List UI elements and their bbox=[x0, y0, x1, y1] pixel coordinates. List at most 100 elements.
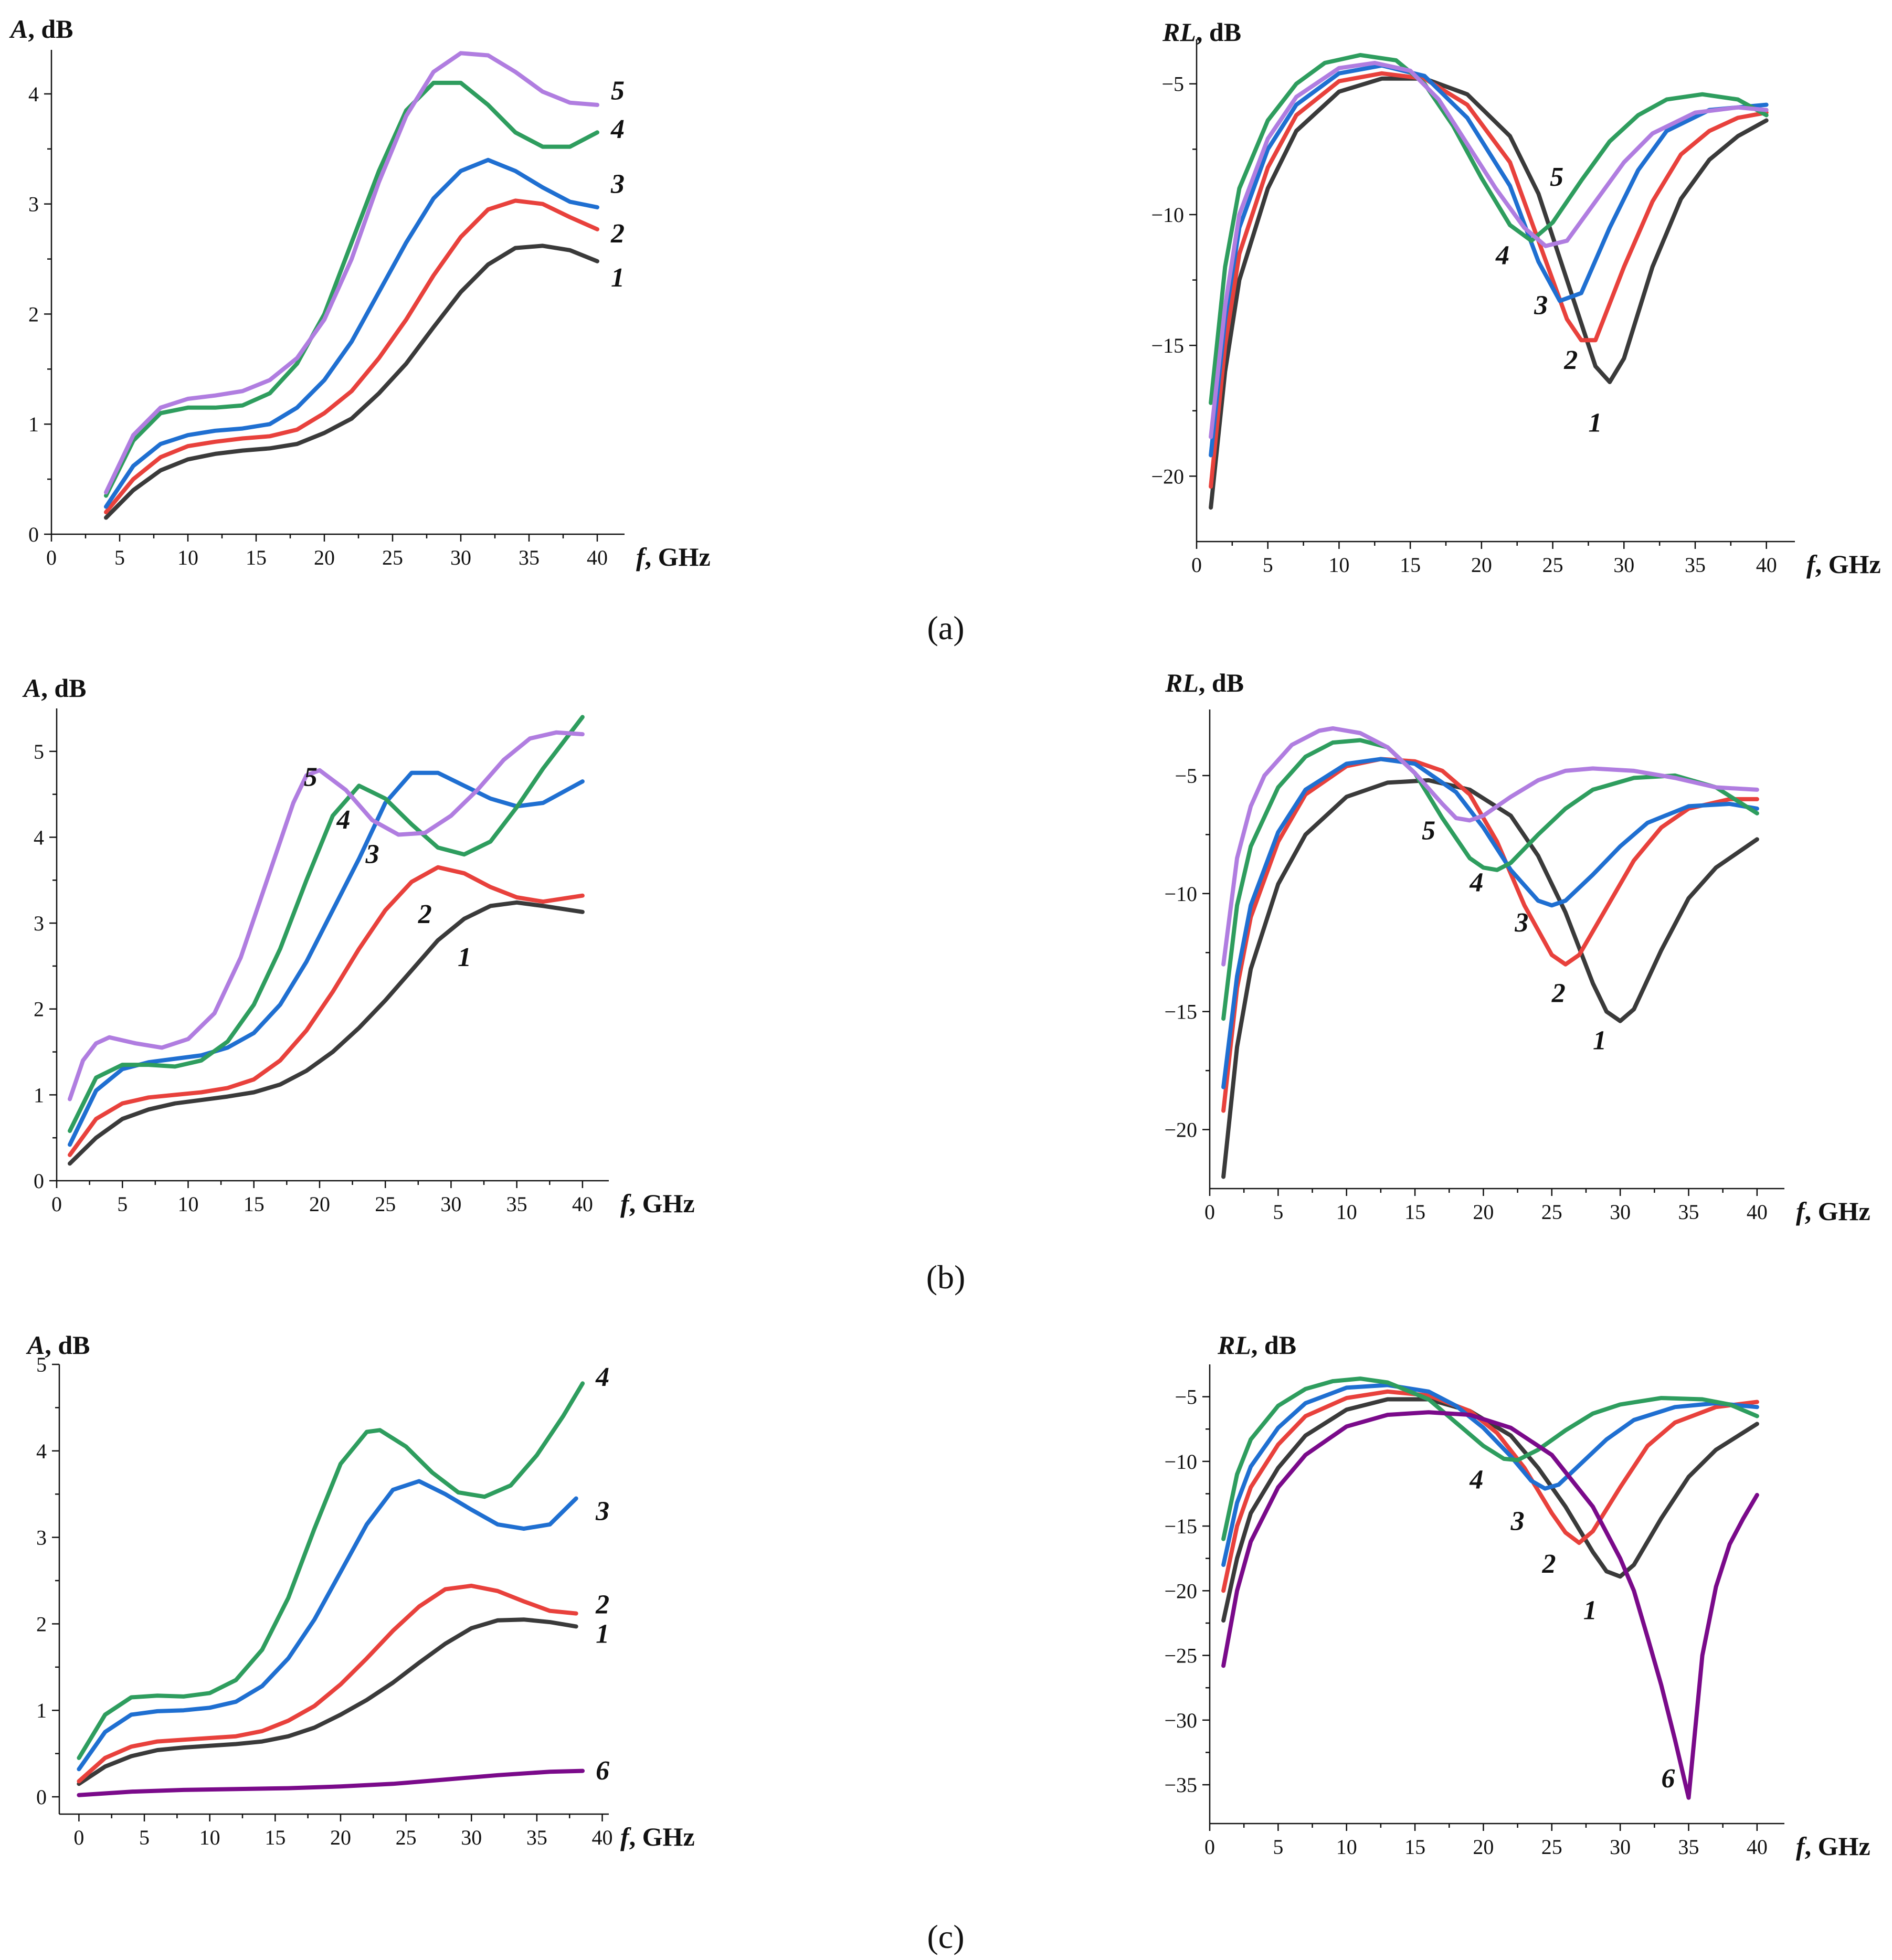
y-axis-title: A, dB bbox=[26, 1330, 90, 1360]
series-line-5 bbox=[104, 51, 599, 495]
curve-label-2: 2 bbox=[610, 219, 625, 249]
x-tick-label: 25 bbox=[1541, 1835, 1562, 1859]
series-line-1 bbox=[68, 900, 585, 1166]
series-line-2 bbox=[1221, 757, 1759, 1113]
x-tick-label: 0 bbox=[1204, 1200, 1215, 1224]
y-tick-label: −5 bbox=[1175, 764, 1197, 788]
y-tick-label: −5 bbox=[1161, 72, 1184, 96]
x-tick-label: 35 bbox=[526, 1826, 547, 1849]
curve-label-1: 1 bbox=[1593, 1026, 1606, 1056]
y-tick-label: −10 bbox=[1164, 882, 1197, 906]
series-line-6 bbox=[77, 1768, 585, 1797]
y-tick-label: 4 bbox=[28, 82, 39, 106]
curve-label-1: 1 bbox=[458, 942, 471, 972]
series-line-3 bbox=[1209, 63, 1769, 458]
x-tick-label: 15 bbox=[1404, 1200, 1425, 1224]
x-tick-label: 30 bbox=[1613, 553, 1634, 577]
curve-label-1: 1 bbox=[611, 263, 625, 293]
x-tick-label: 40 bbox=[572, 1192, 593, 1216]
x-tick-label: 30 bbox=[440, 1192, 461, 1216]
series-line-4 bbox=[77, 1381, 585, 1760]
series-line-2 bbox=[104, 198, 599, 514]
curve-label-3: 3 bbox=[1534, 290, 1548, 320]
series-line-2 bbox=[1221, 1389, 1759, 1593]
y-tick-label: −5 bbox=[1175, 1385, 1197, 1409]
y-tick-label: 4 bbox=[34, 825, 44, 849]
curve-label-3: 3 bbox=[365, 840, 379, 870]
curve-label-6: 6 bbox=[1661, 1764, 1675, 1794]
curve-label-4: 4 bbox=[610, 114, 625, 144]
x-tick-label: 30 bbox=[1610, 1200, 1631, 1224]
curve-label-2: 2 bbox=[1542, 1549, 1556, 1579]
curve-label-4: 4 bbox=[336, 805, 351, 835]
series-line-2 bbox=[1209, 71, 1769, 489]
x-tick-label: 20 bbox=[314, 546, 335, 569]
series-line-4 bbox=[1221, 738, 1759, 1021]
y-tick-label: 0 bbox=[34, 1169, 44, 1193]
curve-label-6: 6 bbox=[596, 1756, 609, 1786]
y-tick-label: −15 bbox=[1164, 1514, 1197, 1538]
series-line-4 bbox=[104, 80, 599, 498]
x-tick-label: 10 bbox=[177, 1192, 198, 1216]
curve-label-4: 4 bbox=[1469, 867, 1483, 897]
series-line-3 bbox=[77, 1479, 578, 1772]
x-tick-label: 40 bbox=[1747, 1200, 1768, 1224]
x-tick-label: 20 bbox=[330, 1826, 351, 1849]
x-tick-label: 35 bbox=[519, 546, 540, 569]
x-tick-label: 10 bbox=[1336, 1835, 1357, 1859]
x-tick-label: 20 bbox=[1473, 1200, 1494, 1224]
x-tick-label: 5 bbox=[114, 546, 125, 569]
y-tick-label: 3 bbox=[28, 193, 39, 216]
curve-label-5: 5 bbox=[611, 76, 625, 105]
y-tick-label: −15 bbox=[1151, 334, 1184, 357]
curve-label-3: 3 bbox=[1514, 908, 1528, 938]
x-tick-label: 10 bbox=[177, 546, 198, 569]
y-tick-label: −25 bbox=[1164, 1644, 1197, 1668]
curve-label-2: 2 bbox=[1551, 979, 1566, 1009]
x-tick-label: 25 bbox=[1541, 1200, 1562, 1224]
x-tick-label: 30 bbox=[450, 546, 471, 569]
series-line-1 bbox=[1209, 76, 1769, 510]
y-axis-title: A, dB bbox=[22, 673, 87, 703]
y-tick-label: 0 bbox=[36, 1785, 47, 1809]
series-line-6 bbox=[1221, 1410, 1759, 1800]
x-tick-label: 0 bbox=[46, 546, 57, 569]
x-tick-label: 20 bbox=[309, 1192, 330, 1216]
series-line-3 bbox=[104, 157, 599, 509]
series-line-3 bbox=[1221, 1383, 1759, 1567]
y-tick-label: −20 bbox=[1164, 1579, 1197, 1603]
y-axis-title: RL, dB bbox=[1162, 17, 1241, 47]
x-tick-label: 40 bbox=[1756, 553, 1777, 577]
x-axis-title: f, GHz bbox=[1796, 1196, 1870, 1226]
chart-a-return-loss: 0 5 10 15 20 25 30 35 40−20−15−10−5RL, dBf, GHz1… bbox=[1151, 17, 1880, 579]
x-axis-title: f, GHz bbox=[636, 542, 711, 571]
series-line-1 bbox=[1221, 778, 1759, 1179]
chart-c-return-loss: 0 5 10 15 20 25 30 35 40 −35 −30 −25 −20 −15 −10 −5 RL, … bbox=[1164, 1330, 1870, 1861]
curve-label-3: 3 bbox=[595, 1497, 609, 1527]
x-tick-label: 15 bbox=[244, 1192, 265, 1216]
series-line-5 bbox=[1209, 60, 1769, 439]
x-tick-label: 5 bbox=[1263, 553, 1273, 577]
y-axis-title: RL, dB bbox=[1217, 1330, 1296, 1360]
series-line-1 bbox=[1221, 1397, 1759, 1623]
panel-label-b: (b) bbox=[926, 1258, 966, 1296]
x-tick-label: 20 bbox=[1473, 1835, 1494, 1859]
y-axis-title: RL, dB bbox=[1165, 668, 1244, 697]
x-axis-title: f, GHz bbox=[1796, 1831, 1870, 1861]
y-tick-label: −30 bbox=[1164, 1709, 1197, 1732]
series-line-4 bbox=[1221, 1376, 1759, 1541]
x-tick-label: 40 bbox=[592, 1826, 613, 1849]
chart-b-return-loss: 0 5 10 15 20 25 30 35 40−20−15−10−5RL, dBf, GHz1… bbox=[1164, 668, 1870, 1226]
x-tick-label: 10 bbox=[1328, 553, 1349, 577]
y-tick-label: 0 bbox=[28, 523, 39, 546]
curve-label-4: 4 bbox=[1495, 241, 1509, 271]
x-tick-label: 5 bbox=[139, 1826, 150, 1849]
series-line-1 bbox=[77, 1617, 578, 1786]
x-tick-label: 20 bbox=[1471, 553, 1492, 577]
x-tick-label: 0 bbox=[1191, 553, 1202, 577]
curve-label-1: 1 bbox=[1583, 1596, 1597, 1626]
x-tick-label: 35 bbox=[1678, 1200, 1699, 1224]
x-tick-label: 35 bbox=[506, 1192, 527, 1216]
